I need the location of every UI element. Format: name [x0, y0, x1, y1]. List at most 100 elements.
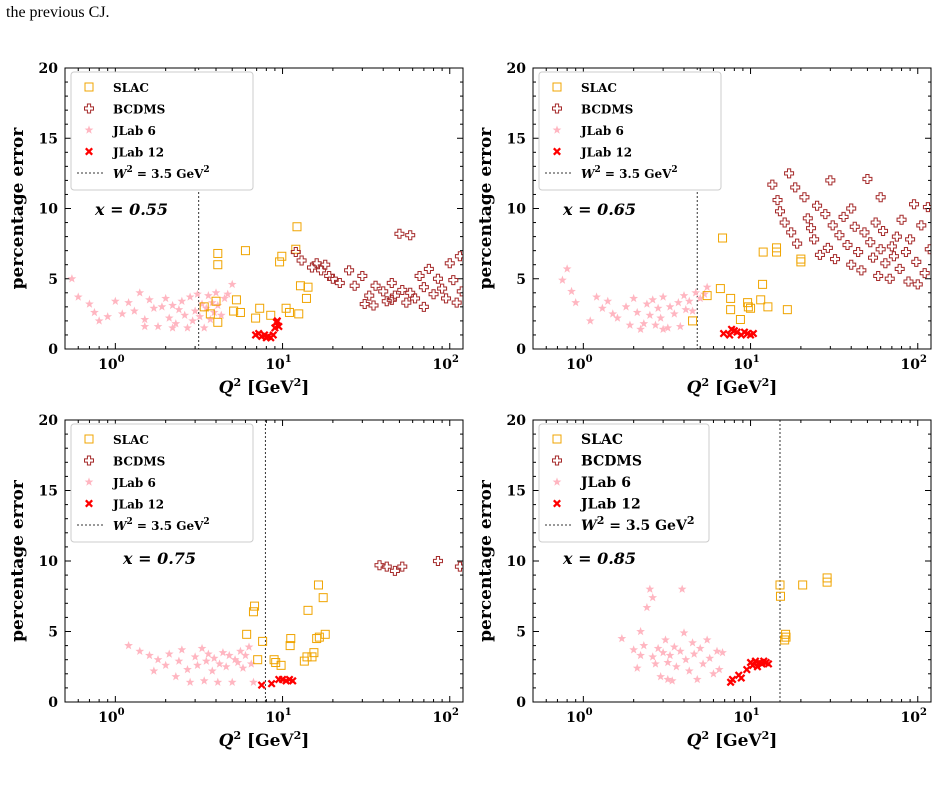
- jlab6-point: [629, 293, 639, 303]
- slac-point: [255, 303, 265, 313]
- jlab6-point: [135, 288, 145, 297]
- y-axis-label: percentage error: [8, 127, 28, 290]
- jlab6-point: [213, 677, 223, 686]
- jlab6-point: [661, 635, 670, 644]
- jlab6-point: [714, 664, 724, 674]
- jlab6-point: [149, 303, 159, 312]
- jlab6-point: [689, 649, 699, 658]
- slac-point: [199, 302, 209, 312]
- legend-box: [538, 423, 710, 543]
- bcdms-point: [880, 258, 891, 269]
- bcdms-point: [394, 228, 405, 239]
- jlab6-point: [705, 653, 715, 663]
- jlab6-point: [675, 646, 685, 655]
- slac-point: [294, 309, 304, 319]
- jlab6-point: [684, 296, 694, 305]
- slac-point: [758, 247, 768, 257]
- jlab6-point: [84, 477, 94, 486]
- slac-point: [822, 573, 832, 583]
- jlab6-point: [603, 296, 613, 305]
- jlab6-point: [211, 288, 221, 297]
- jlab12-point: [749, 329, 758, 338]
- jlab6-point: [153, 321, 163, 331]
- bcdms-point: [900, 247, 911, 258]
- jlab6-point: [669, 309, 679, 318]
- jlab6-point: [648, 593, 658, 602]
- jlab12-point: [719, 329, 728, 338]
- jlab6-point: [665, 302, 675, 311]
- bcdms-point: [827, 220, 838, 231]
- bcdms-point: [894, 263, 905, 274]
- slac-point: [314, 632, 324, 642]
- markers: [617, 420, 832, 702]
- jlab12-point: [737, 674, 746, 683]
- x-tick-label: 100: [98, 707, 124, 726]
- jlab6-point: [621, 302, 631, 311]
- jlab6-point: [193, 289, 202, 298]
- plot-frame: [64, 419, 464, 703]
- jlab6-point: [168, 300, 177, 310]
- jlab6-point: [598, 303, 607, 312]
- jlab6-point: [195, 312, 205, 321]
- slac-point: [775, 591, 785, 601]
- x-tick-label: 100: [98, 354, 124, 373]
- y-tick-label: 5: [516, 272, 526, 288]
- series-jlab6: [617, 584, 727, 685]
- jlab6-point: [691, 288, 701, 297]
- jlab6-point: [552, 125, 562, 134]
- y-tick-label: 10: [507, 554, 527, 570]
- slac-point: [276, 660, 286, 670]
- bcdms-point: [842, 240, 853, 251]
- slac-point: [229, 306, 239, 316]
- bcdms-point: [822, 242, 833, 253]
- x-value-label: x = 0.75: [122, 549, 196, 568]
- x-axis-label: Q2 [GeV2]: [219, 376, 310, 398]
- legend-label: JLab 6: [112, 124, 156, 138]
- slac-point: [240, 246, 250, 256]
- y-tick-label: 10: [39, 202, 59, 218]
- bcdms-point: [401, 297, 412, 308]
- legend-label: JLab 12: [579, 497, 641, 513]
- jlab6-point: [656, 672, 666, 681]
- y-tick-label: 10: [507, 202, 527, 218]
- bcdms-point: [316, 265, 327, 276]
- slac-point: [746, 303, 756, 313]
- legend-label: W2 = 3.5 GeV2: [581, 514, 694, 534]
- bcdms-point: [397, 561, 408, 572]
- bcdms-point: [779, 217, 790, 228]
- jlab6-point: [230, 655, 240, 664]
- jlab6-point: [168, 323, 177, 332]
- x-axis-label: Q2 [GeV2]: [219, 729, 310, 751]
- bcdms-point: [919, 268, 930, 279]
- jlab6-point: [177, 296, 187, 305]
- plot-frame: [532, 419, 932, 703]
- jlab6-point: [197, 643, 207, 653]
- x-axis-label: Q2 [GeV2]: [687, 729, 778, 751]
- bcdms-point: [772, 195, 783, 206]
- jlab12-point: [269, 330, 278, 339]
- jlab6-point: [702, 635, 712, 644]
- slac-point: [303, 605, 313, 615]
- slac-point: [320, 629, 330, 639]
- jlab6-point: [712, 646, 722, 655]
- jlab6-point: [681, 305, 691, 314]
- bcdms-point: [911, 256, 922, 267]
- slac-point: [84, 434, 94, 444]
- x-tick-label: 102: [433, 354, 459, 373]
- jlab6-point: [651, 320, 660, 329]
- jlab6-point: [663, 674, 673, 684]
- slac-point: [782, 305, 792, 315]
- y-tick-label: 15: [507, 131, 526, 147]
- slac-point: [726, 293, 736, 303]
- bcdms-point: [423, 263, 434, 274]
- bcdms-point: [374, 560, 385, 571]
- jlab6-point: [671, 662, 681, 671]
- jlab12-point: [85, 499, 93, 508]
- slac-point: [715, 284, 725, 294]
- jlab6-point: [227, 279, 237, 289]
- slac-point: [756, 295, 766, 305]
- slac-point: [286, 634, 296, 644]
- y-tick-label: 15: [39, 131, 58, 147]
- jlab6-point: [103, 312, 113, 321]
